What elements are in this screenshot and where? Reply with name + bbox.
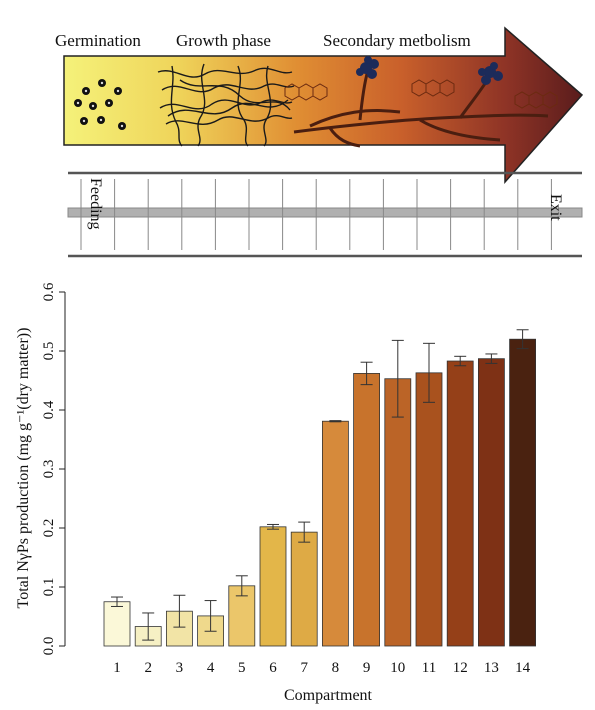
- error-bar-compartment-13: [485, 353, 498, 364]
- phase-secondary-label: Secondary metbolism: [323, 31, 471, 50]
- bars: [103, 338, 537, 647]
- error-bar-compartment-14: [516, 329, 529, 350]
- phase-germination-label: Germination: [55, 31, 141, 50]
- bar-compartment-7: [290, 531, 318, 647]
- error-bar-compartment-8: [329, 420, 342, 423]
- y-tick-label: 0.4: [41, 400, 57, 419]
- phase-growth-label: Growth phase: [176, 31, 271, 50]
- x-tick-label: 2: [144, 660, 152, 676]
- x-tick-label: 10: [390, 660, 405, 676]
- reactor-shaft: [67, 207, 583, 218]
- x-axis-ticks: 1 2 3 4 5 6 7 8 9 10 11 12 13 14: [113, 660, 530, 676]
- error-bar-compartment-10: [391, 339, 404, 418]
- reactor-diagram: Feeding Exit: [67, 171, 583, 258]
- bar-compartment-12: [446, 360, 474, 647]
- error-bar-compartment-7: [298, 521, 311, 543]
- x-tick-label: 12: [453, 660, 468, 676]
- x-axis-label: Compartment: [284, 687, 373, 704]
- molecule-icon: [284, 79, 558, 109]
- bar-compartment-1: [103, 601, 131, 647]
- error-bar-compartment-3: [173, 594, 186, 628]
- y-tick-label: 0.3: [41, 460, 57, 479]
- y-axis-ticks: 0.0 0.1 0.2 0.3 0.4 0.5 0.6: [41, 282, 65, 655]
- error-bars: [111, 329, 529, 641]
- hyphae-icon: [293, 69, 549, 148]
- feeding-label: Feeding: [87, 178, 104, 230]
- x-tick-label: 5: [238, 660, 246, 676]
- conidia-icon: [356, 56, 503, 85]
- error-bar-compartment-1: [111, 596, 123, 607]
- mycelium-icon: [157, 63, 295, 147]
- error-bar-compartment-9: [360, 361, 373, 386]
- process-diagram: Germination Growth phase Secondary metbo…: [55, 26, 584, 184]
- bar-compartment-9: [353, 373, 381, 647]
- process-arrow: [63, 26, 584, 184]
- x-tick-label: 13: [484, 660, 499, 676]
- x-tick-label: 7: [300, 660, 308, 676]
- error-bar-compartment-5: [235, 575, 248, 597]
- x-tick-label: 8: [332, 660, 340, 676]
- x-tick-label: 11: [422, 660, 436, 676]
- spores-icon: [74, 79, 126, 130]
- error-bar-compartment-2: [142, 612, 155, 641]
- bar-compartment-10: [384, 378, 412, 647]
- bar-compartment-6: [259, 526, 287, 647]
- error-bar-compartment-6: [267, 523, 279, 530]
- error-bar-compartment-12: [454, 355, 467, 367]
- y-tick-label: 0.2: [41, 519, 57, 538]
- bar-compartment-13: [477, 358, 505, 647]
- exit-label: Exit: [547, 194, 564, 221]
- bar-compartment-8: [321, 420, 349, 647]
- x-tick-label: 6: [269, 660, 277, 676]
- bar-compartment-14: [509, 338, 537, 647]
- compartment-dividers: [80, 179, 552, 250]
- error-bar-compartment-11: [423, 342, 435, 403]
- x-tick-label: 9: [363, 660, 371, 676]
- x-tick-label: 14: [515, 660, 531, 676]
- y-axis-label: Total NγPs production (mg g⁻¹(dry matter…: [15, 328, 32, 609]
- y-tick-label: 0.6: [41, 282, 57, 301]
- y-tick-label: 0.0: [41, 637, 57, 656]
- x-tick-label: 4: [207, 660, 215, 676]
- y-tick-label: 0.5: [41, 342, 57, 361]
- bar-chart: 0.00.10.20.30.40.50.6 1 2 3 4 5 6 7 8 9 10 11 12 13 1…: [15, 282, 537, 704]
- bar-compartment-11: [415, 372, 443, 647]
- error-bar-compartment-4: [204, 600, 217, 632]
- x-tick-label: 1: [113, 660, 121, 676]
- x-tick-label: 3: [176, 660, 184, 676]
- y-tick-label: 0.1: [41, 578, 57, 597]
